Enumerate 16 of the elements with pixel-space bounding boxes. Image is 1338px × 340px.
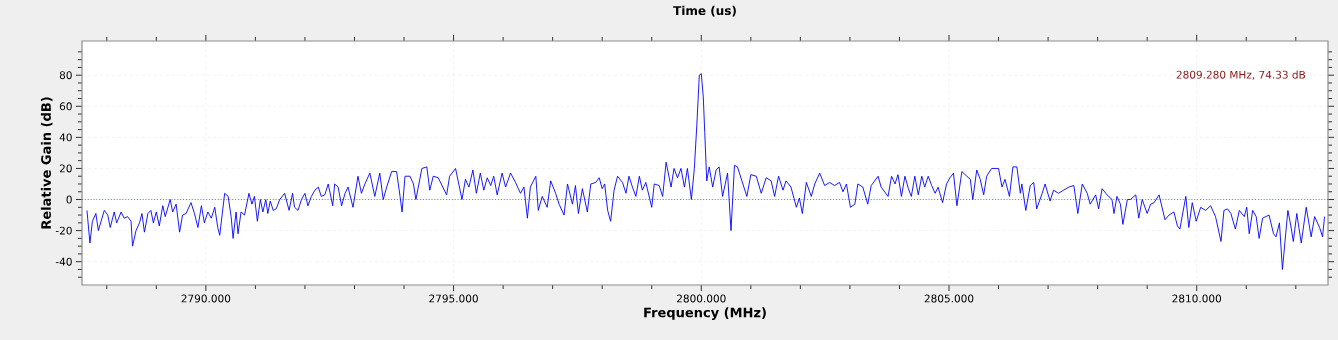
chart-title: Time (us) [673,5,736,17]
y-tick-label: -20 [55,226,72,235]
x-tick-label: 2810.000 [1172,294,1222,303]
x-tick-label: 2795.000 [429,294,478,303]
y-tick-label: 20 [59,164,72,173]
x-axis-title: Frequency (MHz) [644,307,766,320]
y-tick-label: 40 [59,133,72,142]
x-tick-label: 2805.000 [924,294,974,303]
y-axis-title: Relative Gain (dB) [40,97,53,229]
y-tick-label: -40 [55,257,72,266]
y-tick-label: 60 [59,102,72,111]
y-tick-label: 0 [66,195,72,204]
annotation: 2809.280 MHz, 74.33 dB [1176,70,1306,80]
x-tick-label: 2790.000 [181,294,231,303]
x-tick-label: 2800.000 [677,294,726,303]
y-tick-label: 80 [59,71,72,80]
